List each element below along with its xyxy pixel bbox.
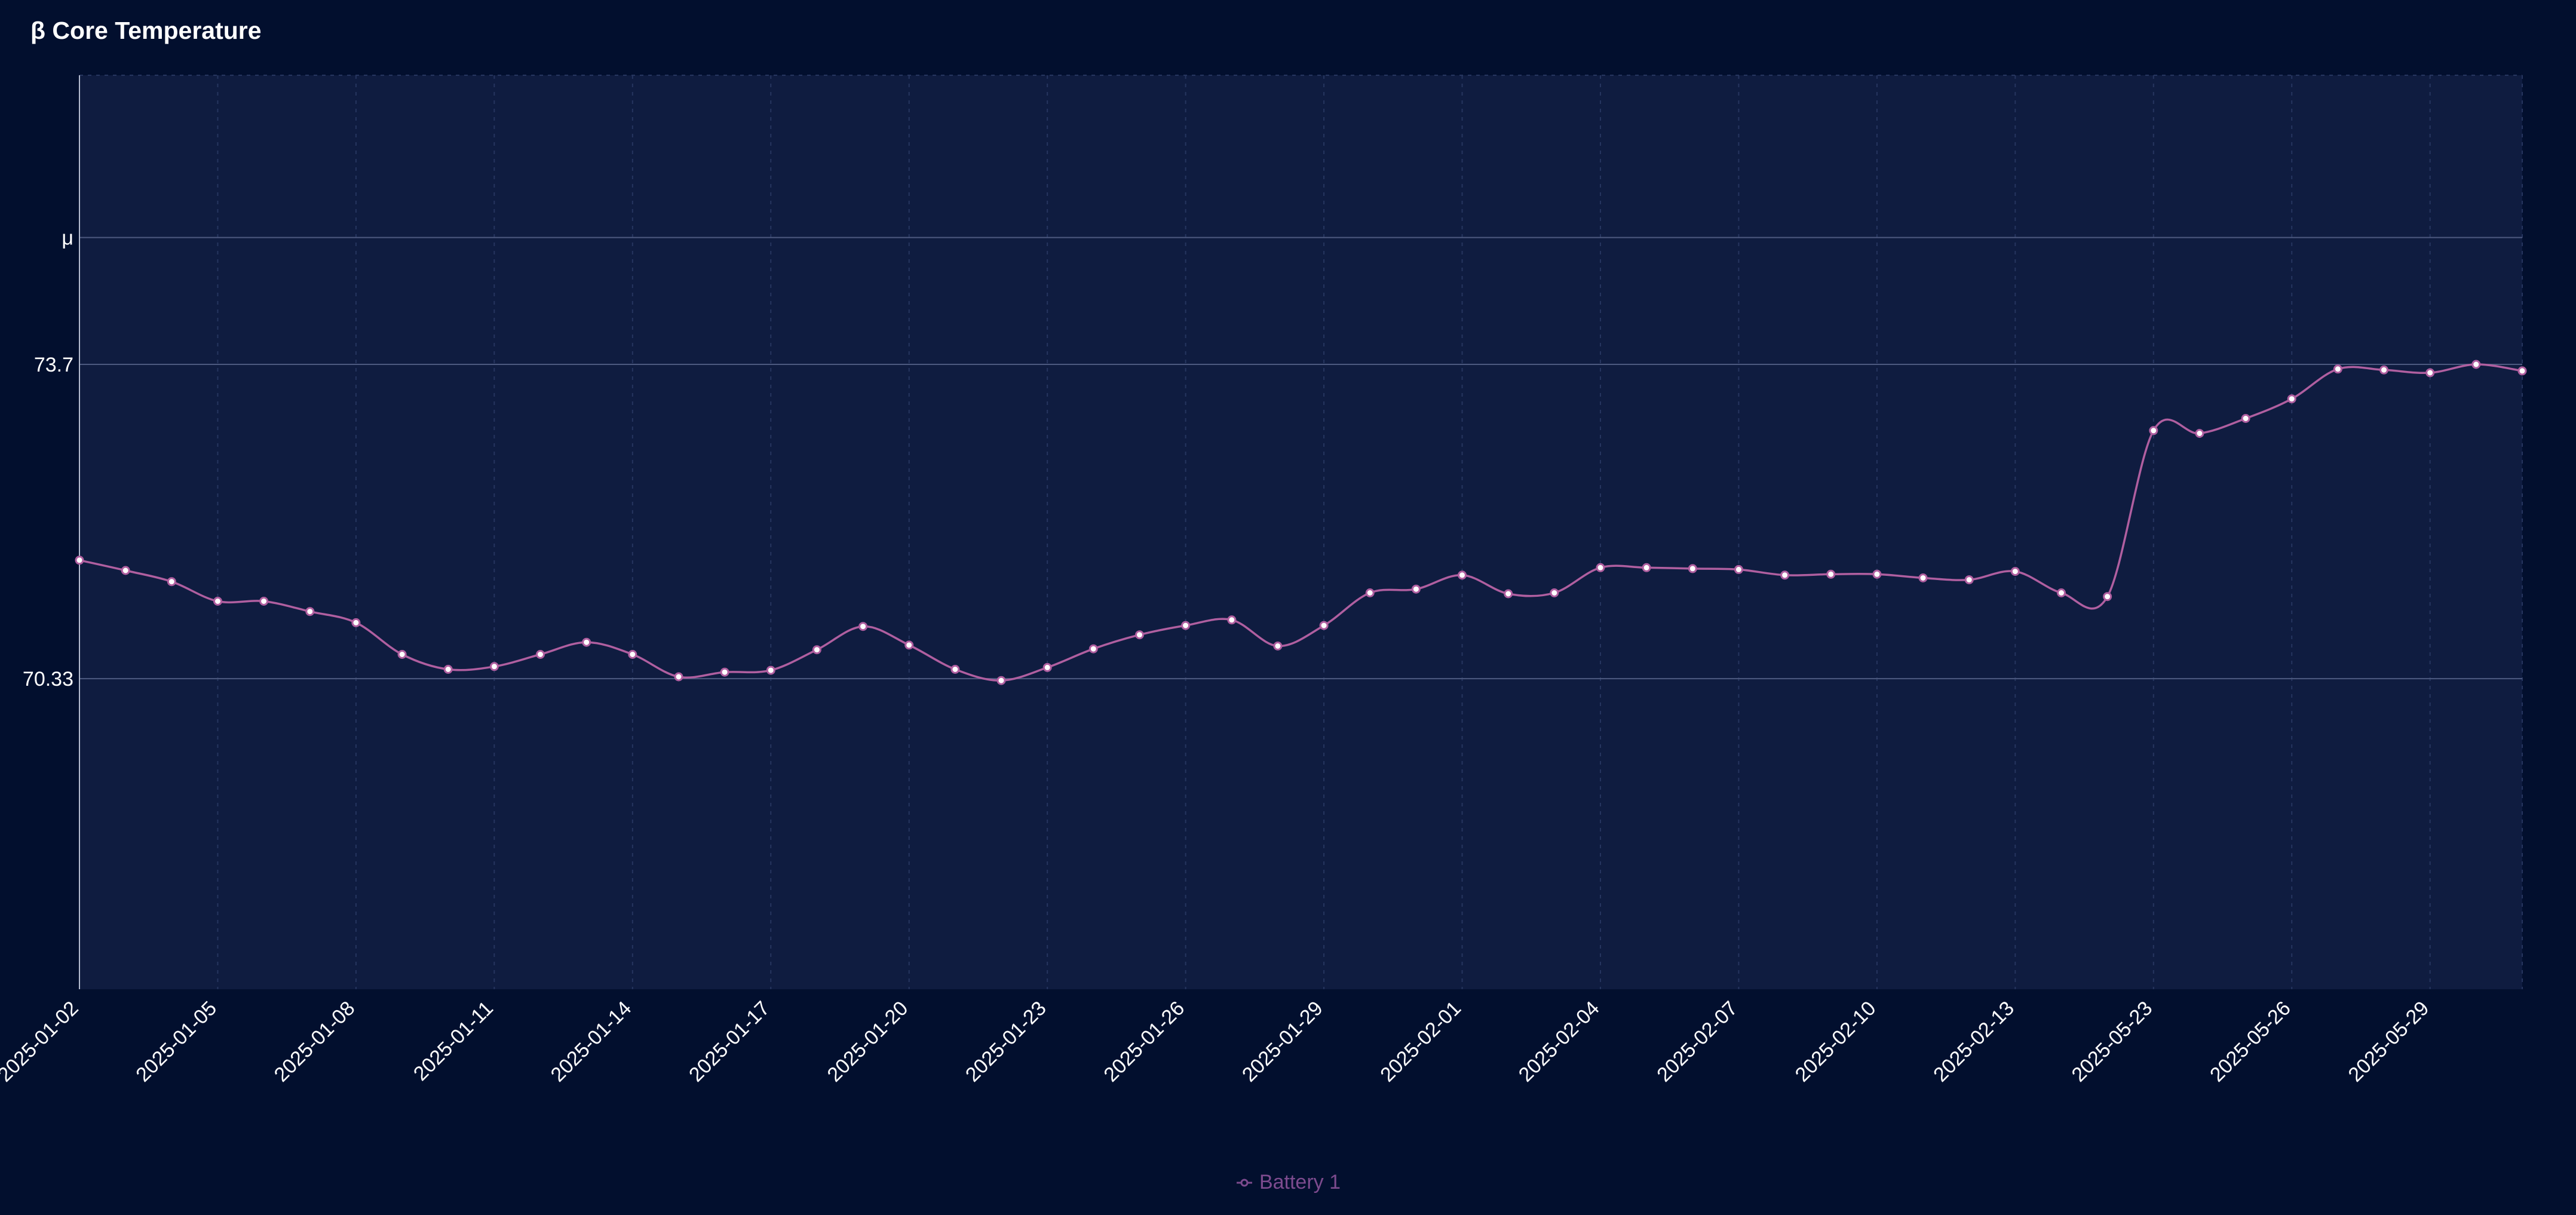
legend: Battery 1: [0, 1171, 2576, 1194]
data-point[interactable]: [2517, 366, 2527, 376]
x-tick-label: 2025-01-29: [1238, 997, 1327, 1087]
data-point[interactable]: [1504, 589, 1513, 599]
data-point[interactable]: [536, 650, 545, 659]
y-axis-ticks: 70.33 73.7 μ: [23, 227, 73, 691]
data-point[interactable]: [2195, 429, 2204, 438]
x-tick-label: 2025-05-26: [2206, 997, 2295, 1087]
data-point[interactable]: [812, 645, 821, 655]
legend-label-battery-1[interactable]: Battery 1: [1259, 1171, 1341, 1193]
data-point[interactable]: [2287, 394, 2296, 404]
x-tick-label: 2025-05-23: [2068, 997, 2157, 1087]
data-point[interactable]: [858, 622, 868, 631]
data-point[interactable]: [1458, 570, 1467, 580]
data-point[interactable]: [1642, 563, 1651, 572]
data-point[interactable]: [2471, 360, 2481, 369]
data-point[interactable]: [1826, 569, 1836, 579]
data-point[interactable]: [720, 667, 729, 677]
chart-title: β Core Temperature: [30, 17, 262, 44]
data-point[interactable]: [259, 597, 269, 606]
data-point[interactable]: [2149, 426, 2158, 435]
x-tick-label: 2025-02-04: [1514, 997, 1604, 1087]
data-point[interactable]: [1273, 642, 1283, 651]
x-tick-label: 2025-02-07: [1652, 997, 1742, 1087]
x-tick-label: 2025-01-08: [270, 997, 360, 1087]
x-tick-label: 2025-01-11: [409, 997, 498, 1085]
data-point[interactable]: [489, 662, 499, 671]
data-point[interactable]: [1411, 584, 1421, 594]
data-point[interactable]: [2010, 567, 2020, 576]
vertical-gridlines: [79, 75, 2523, 989]
data-point[interactable]: [2057, 588, 2066, 597]
x-tick-label: 2025-01-05: [131, 997, 221, 1087]
data-point[interactable]: [996, 676, 1006, 685]
x-tick-label: 2025-02-10: [1791, 997, 1881, 1087]
data-point[interactable]: [2241, 414, 2250, 423]
horizontal-gridlines: [79, 237, 2522, 680]
data-point[interactable]: [1181, 621, 1191, 630]
data-point[interactable]: [1550, 588, 1559, 597]
data-point[interactable]: [397, 650, 407, 659]
data-point[interactable]: [1596, 563, 1605, 572]
data-point[interactable]: [674, 672, 683, 682]
data-point[interactable]: [75, 556, 84, 565]
x-tick-label: 2025-01-23: [961, 997, 1051, 1087]
data-point[interactable]: [582, 637, 591, 647]
data-point[interactable]: [1042, 662, 1052, 672]
data-point[interactable]: [443, 665, 453, 674]
x-tick-label: 2025-01-20: [823, 997, 913, 1087]
x-tick-label: 2025-05-29: [2344, 997, 2434, 1087]
data-point[interactable]: [766, 665, 775, 675]
data-point[interactable]: [904, 640, 914, 650]
data-point[interactable]: [2333, 364, 2342, 374]
data-point[interactable]: [121, 566, 130, 575]
x-tick-label: 2025-02-01: [1376, 997, 1465, 1087]
data-point[interactable]: [1688, 564, 1697, 573]
data-point[interactable]: [167, 577, 176, 587]
data-point[interactable]: [1319, 621, 1329, 630]
data-point[interactable]: [2425, 368, 2435, 378]
legend-marker-icon[interactable]: [1235, 1177, 1253, 1189]
data-point[interactable]: [1872, 569, 1882, 579]
data-point[interactable]: [1088, 644, 1098, 653]
y-tick-label: μ: [62, 227, 73, 250]
data-point[interactable]: [305, 607, 315, 616]
data-point[interactable]: [1780, 570, 1790, 580]
x-tick-label: 2025-01-26: [1099, 997, 1189, 1087]
x-axis-ticks: 2025-01-02 2025-01-05 2025-01-08 2025-01-11…: [0, 997, 2433, 1087]
data-point[interactable]: [1964, 575, 1974, 585]
series-points-battery-1: [75, 360, 2527, 685]
data-point[interactable]: [1365, 588, 1375, 597]
x-tick-label: 2025-02-13: [1929, 997, 2019, 1087]
data-point[interactable]: [2103, 592, 2112, 602]
x-tick-label: 2025-01-17: [685, 997, 774, 1087]
y-tick-label: 70.33: [23, 668, 73, 691]
data-point[interactable]: [351, 618, 361, 627]
x-tick-label: 2025-01-14: [547, 997, 636, 1087]
plot-area: [79, 75, 2522, 989]
data-point[interactable]: [1918, 573, 1928, 582]
data-point[interactable]: [2379, 365, 2388, 375]
data-point[interactable]: [213, 597, 222, 606]
data-point[interactable]: [1734, 564, 1743, 574]
data-point[interactable]: [628, 650, 637, 659]
data-point[interactable]: [950, 665, 960, 674]
data-point[interactable]: [1227, 615, 1237, 625]
data-point[interactable]: [1135, 630, 1144, 640]
y-tick-label: 73.7: [34, 354, 73, 376]
x-tick-label: 2025-01-02: [0, 997, 83, 1087]
